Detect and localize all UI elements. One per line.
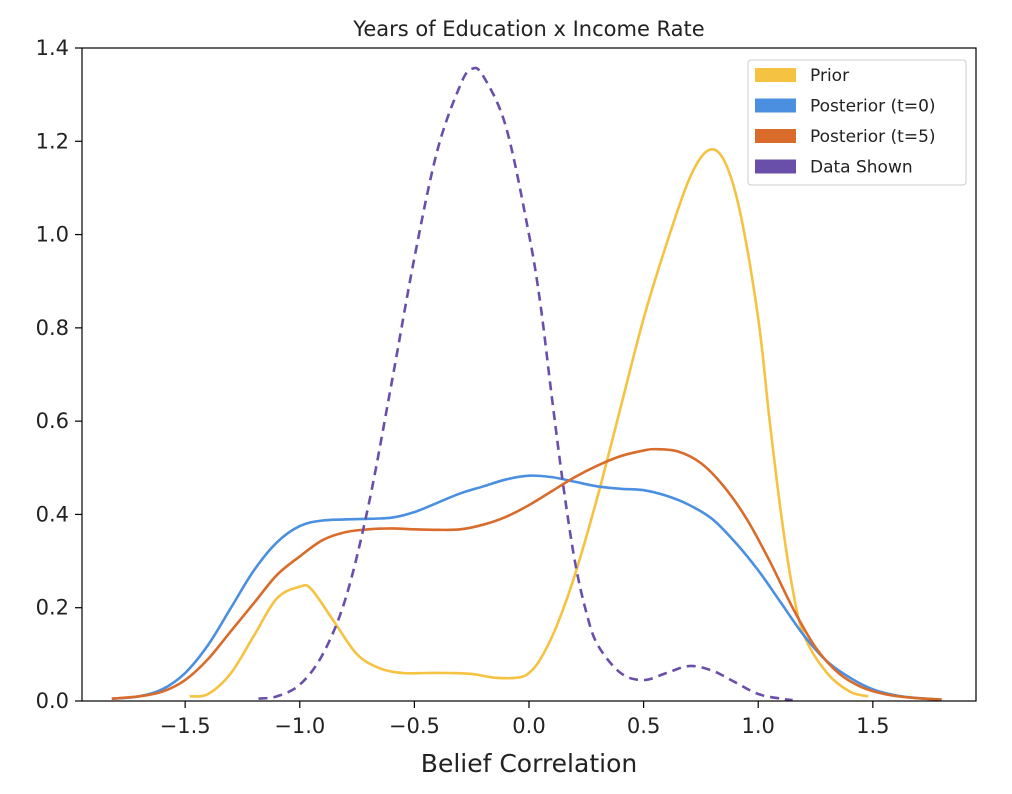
legend-swatch (755, 98, 796, 113)
x-tick-label: 0.5 (627, 714, 660, 738)
y-tick-label: 0.6 (36, 409, 69, 433)
x-tick-label: −1.5 (160, 714, 211, 738)
legend: Prior Posterior (t=0) Posterior (t=5) Data … (747, 59, 967, 186)
x-tick-label: 1.0 (742, 714, 775, 738)
x-tick-label: 0.0 (512, 714, 545, 738)
series-line-2 (111, 474, 942, 701)
series-line-1 (189, 148, 869, 698)
legend-swatch (755, 68, 796, 82)
x-tick-label: −1.0 (274, 714, 325, 738)
series-line-3 (111, 447, 942, 701)
x-axis: −1.5 −1.0 −0.5 0.0 0.5 1.0 1.5 (160, 701, 890, 738)
x-tick-label: −0.5 (389, 714, 440, 738)
legend-label: Posterior (t=0) (810, 97, 936, 117)
legend-swatch (755, 159, 796, 174)
chart-title: Years of Education x Income Rate (352, 17, 704, 41)
y-tick-label: 0.0 (36, 689, 69, 713)
x-axis-label: Belief Correlation (421, 749, 637, 778)
y-tick-label: 1.4 (36, 36, 69, 60)
legend-frame (747, 59, 967, 186)
y-tick-label: 1.0 (36, 223, 69, 247)
y-tick-label: 0.2 (36, 596, 69, 620)
x-tick-label: 1.5 (856, 714, 889, 738)
legend-swatch (755, 129, 796, 143)
legend-label: Prior (810, 66, 849, 86)
y-tick-label: 1.2 (36, 129, 69, 153)
series-line-4 (258, 66, 793, 702)
y-tick-label: 0.8 (36, 316, 69, 340)
y-axis: 0.0 0.2 0.4 0.6 0.8 1.0 1.2 1.4 (36, 36, 82, 713)
series-layer (111, 66, 942, 702)
legend-label: Posterior (t=5) (810, 127, 936, 147)
y-tick-label: 0.4 (36, 502, 69, 526)
legend-label: Data Shown (810, 158, 913, 178)
